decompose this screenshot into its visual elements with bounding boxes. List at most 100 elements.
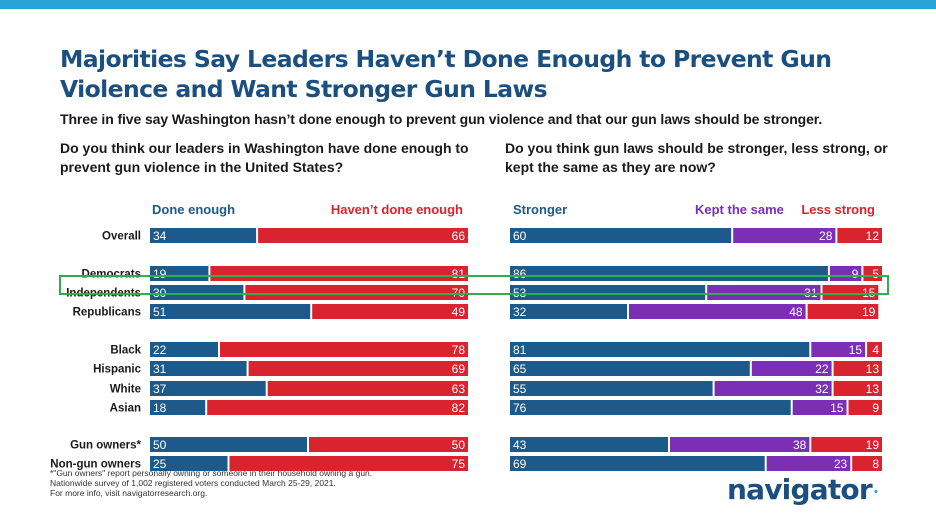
data-label: 50 (452, 438, 466, 452)
legend-done-enough: Done enough (152, 202, 236, 217)
top-accent-bar (0, 0, 936, 9)
bar-segment (150, 342, 218, 357)
data-label: 25 (153, 457, 167, 471)
row-label: Democrats (82, 269, 141, 281)
data-label: 49 (452, 305, 466, 319)
legend-stronger: Stronger (513, 202, 568, 217)
data-label: 15 (849, 343, 863, 357)
data-label: 81 (452, 267, 466, 281)
footnote-line: For more info, visit navigatorresearch.o… (50, 488, 208, 498)
bar-segment (150, 456, 228, 471)
bar-segment (510, 304, 627, 319)
data-label: 13 (866, 382, 880, 396)
data-label: 82 (452, 401, 466, 415)
bar-segment (714, 381, 832, 396)
bar-segment (863, 266, 882, 281)
data-label: 4 (872, 343, 879, 357)
bar-segment (312, 304, 468, 319)
row-label: Republicans (73, 307, 141, 319)
bar-segment (150, 266, 209, 281)
bar-segment (510, 437, 668, 452)
bar-segment (629, 304, 806, 319)
navigator-logo: navigator (727, 473, 873, 506)
bar-segment (510, 400, 791, 415)
data-label: 63 (452, 382, 466, 396)
bar-segment (510, 361, 750, 376)
bar-segment (150, 400, 206, 415)
data-label: 75 (452, 457, 466, 471)
data-label: 15 (830, 401, 844, 415)
bar-segment (867, 342, 882, 357)
row-label: Asian (110, 403, 141, 415)
bar-segment (150, 437, 307, 452)
legend-havent-done-enough: Haven’t done enough (330, 202, 463, 217)
bar-segment (811, 437, 882, 452)
bar-segment (510, 285, 706, 300)
bar-segment (811, 342, 866, 357)
page-subtitle: Three in five say Washington hasn’t done… (60, 111, 823, 127)
data-label: 13 (866, 362, 880, 376)
row-label: Gun owners* (70, 440, 141, 452)
bar-segment (220, 342, 468, 357)
data-label: 19 (153, 267, 167, 281)
data-label: 22 (153, 343, 167, 357)
footnote: *"Gun owners" report personally owning o… (50, 468, 372, 498)
data-label: 9 (852, 267, 859, 281)
bar-segment (852, 456, 882, 471)
bar-segment (510, 456, 765, 471)
bar-segment (733, 228, 836, 243)
data-label: 65 (513, 362, 527, 376)
data-label: 5 (872, 267, 879, 281)
data-label: 31 (153, 362, 167, 376)
bar-segment (258, 228, 468, 243)
data-label: 50 (153, 438, 167, 452)
bar-segment (829, 266, 862, 281)
data-label: 43 (513, 438, 527, 452)
bar-segment (707, 285, 821, 300)
row-label: Black (110, 345, 141, 357)
data-label: 86 (513, 267, 527, 281)
bar-segment (792, 400, 847, 415)
bar-segment (150, 228, 257, 243)
data-label: 69 (513, 457, 527, 471)
bar-segment (670, 437, 810, 452)
legend-less-strong: Less strong (801, 202, 875, 217)
data-label: 51 (153, 305, 167, 319)
legend-kept-the-same: Kept the same (695, 202, 784, 217)
bar-segment (848, 400, 882, 415)
row-label: Non-gun owners (50, 459, 141, 471)
right-chart-question: Do you think gun laws should be stronger… (505, 140, 888, 175)
data-label: 22 (815, 362, 829, 376)
bar-segment (833, 381, 882, 396)
bar-segment (510, 381, 713, 396)
bar-segment (510, 266, 828, 281)
bar-segment (822, 285, 879, 300)
data-label: 60 (513, 229, 527, 243)
data-label: 23 (834, 457, 848, 471)
bar-segment (150, 304, 311, 319)
data-label: 81 (513, 343, 527, 357)
data-label: 66 (452, 229, 466, 243)
row-label: Hispanic (93, 364, 142, 376)
independents-highlight-box (59, 275, 889, 295)
bar-segment (309, 437, 468, 452)
data-label: 34 (153, 229, 167, 243)
data-label: 55 (513, 382, 527, 396)
data-label: 32 (513, 305, 527, 319)
bar-segment (207, 400, 468, 415)
data-label: 8 (872, 457, 879, 471)
data-label: 69 (452, 362, 466, 376)
bar-segment (248, 361, 468, 376)
footnote-line: Nationwide survey of 1,002 registered vo… (50, 478, 336, 488)
bar-segment (150, 361, 247, 376)
logo-mark: • (874, 486, 878, 498)
bar-segment (267, 381, 468, 396)
row-label: White (110, 384, 141, 396)
data-label: 18 (153, 401, 167, 415)
data-label: 32 (815, 382, 829, 396)
bar-segment (837, 228, 882, 243)
bar-segment (510, 228, 732, 243)
data-label: 76 (513, 401, 527, 415)
data-label: 37 (153, 382, 167, 396)
